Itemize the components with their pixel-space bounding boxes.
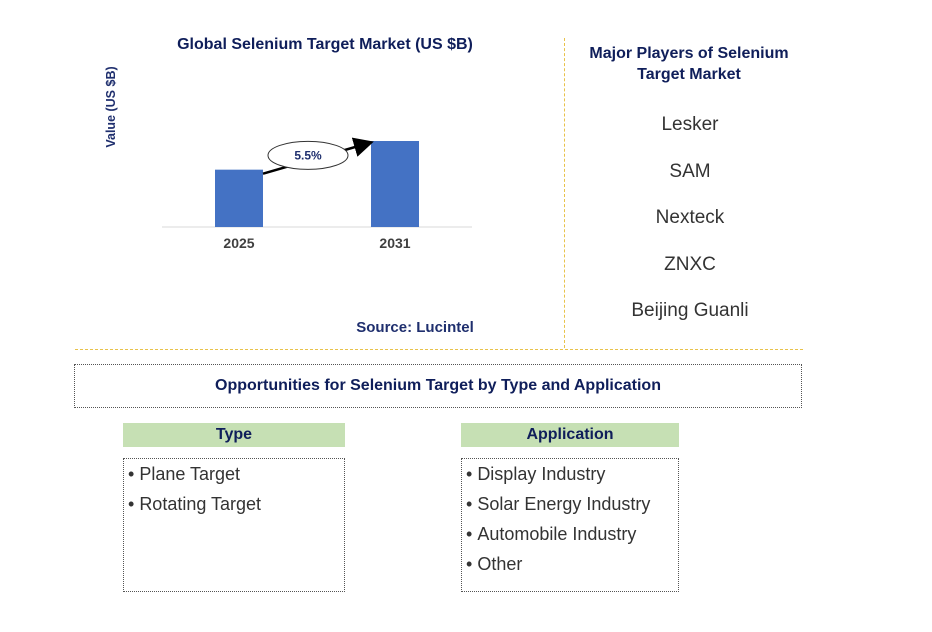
x-tick-label: 2031 [379,235,410,251]
cagr-label: 5.5% [294,149,322,163]
player-item: Beijing Guanli [631,300,749,321]
application-header: Application [461,423,679,447]
bar-2025 [215,169,263,227]
type-item: Plane Target [128,459,344,489]
x-tick-label: 2025 [223,235,254,251]
players-title: Major Players of Selenium Target Market [589,45,789,83]
application-item: Display Industry [466,459,678,489]
horizontal-divider [75,349,803,350]
player-item: Nexteck [655,207,725,228]
opportunities-title: Opportunities for Selenium Target by Typ… [74,364,802,408]
application-item: Automobile Industry [466,519,678,549]
vertical-divider [564,38,565,348]
players-list: Lesker SAM Nexteck ZNXC Beijing Guanli [590,102,790,335]
source-note: Source: Lucintel [356,319,474,336]
chart-title: Global Selenium Target Market (US $B) [177,36,473,53]
player-item: SAM [669,160,711,182]
type-item: Rotating Target [128,489,344,519]
application-item: Other [466,549,678,579]
player-item: ZNXC [664,253,716,275]
y-axis-label: Value (US $B) [104,66,118,148]
bar-2031 [371,141,419,227]
bar-chart: 2025 2031 5.5% [162,137,472,251]
type-header: Type [123,423,345,447]
cagr-ellipse [267,140,349,170]
type-list: Plane Target Rotating Target [123,458,345,592]
application-list: Display Industry Solar Energy Industry A… [461,458,679,592]
player-item: Lesker [661,114,719,135]
application-item: Solar Energy Industry [466,489,678,519]
